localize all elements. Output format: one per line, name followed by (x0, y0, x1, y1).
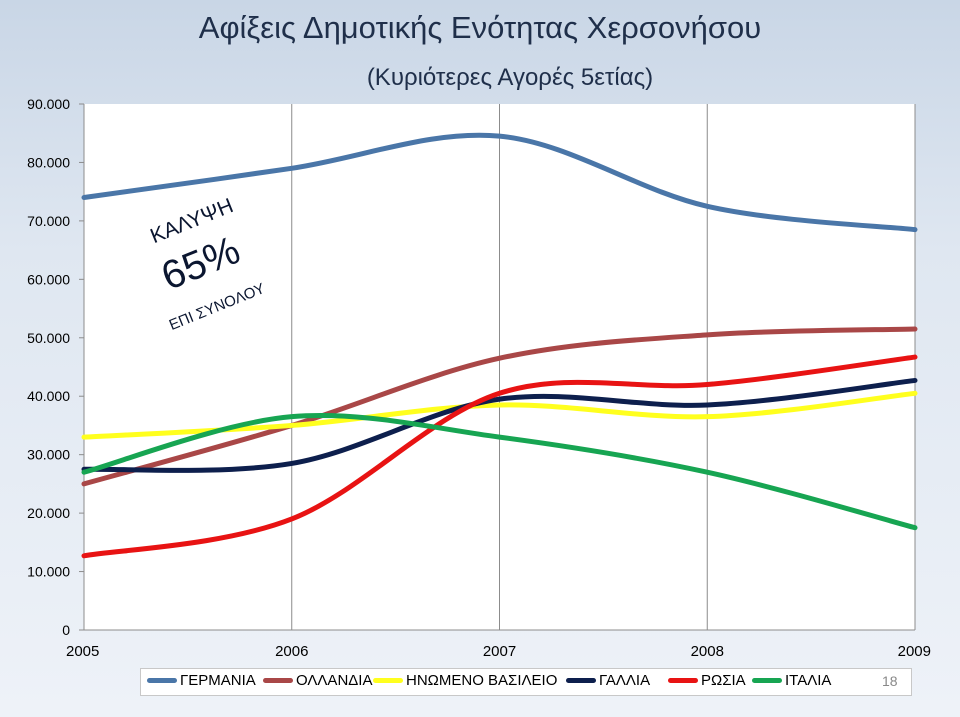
legend-item: ΡΩΣΙΑ (668, 672, 746, 689)
y-tick-label: 30.000 (27, 447, 70, 463)
y-tick-label: 20.000 (27, 505, 70, 521)
legend-label: ΡΩΣΙΑ (701, 672, 746, 689)
legend-item: ΓΑΛΛΙΑ (566, 672, 650, 689)
chart-subtitle: (Κυριότερες Αγορές 5ετίας) (366, 64, 654, 91)
y-tick-label: 40.000 (27, 388, 70, 404)
page-number: 18 (882, 673, 898, 689)
legend-label: ΓΕΡΜΑΝΙΑ (180, 672, 256, 689)
legend-label: ΗΝΩΜΕΝΟ ΒΑΣΙΛΕΙΟ (406, 672, 558, 689)
legend-item: ΟΛΛΑΝΔΙΑ (263, 672, 372, 689)
y-tick-label: 10.000 (27, 564, 70, 580)
x-tick-label: 2008 (691, 643, 724, 660)
legend-swatch (566, 678, 596, 683)
series-line (81, 377, 918, 473)
legend-label: ΟΛΛΑΝΔΙΑ (296, 672, 373, 689)
legend-item: ΓΕΡΜΑΝΙΑ (147, 672, 256, 689)
y-tick-label: 70.000 (27, 213, 70, 229)
x-tick-label: 2007 (483, 643, 516, 660)
legend-item: ΙΤΑΛΙΑ (752, 672, 831, 689)
x-tick-label: 2006 (275, 643, 308, 660)
y-tick-label: 60.000 (27, 271, 70, 287)
legend-swatch (373, 678, 403, 683)
legend-swatch (752, 678, 782, 683)
y-tick-label: 80.000 (27, 154, 70, 170)
legend-swatch (668, 678, 698, 683)
x-tick-label: 2005 (66, 643, 99, 660)
chart-title: Αφίξεις Δημοτικής Ενότητας Χερσονήσου (198, 10, 762, 45)
legend-swatch (147, 678, 177, 683)
legend-item: ΗΝΩΜΕΝΟ ΒΑΣΙΛΕΙΟ (373, 672, 557, 689)
legend-label: ΙΤΑΛΙΑ (785, 672, 832, 689)
series-line (81, 132, 918, 233)
legend-label: ΓΑΛΛΙΑ (599, 672, 651, 689)
chart-legend: ΓΕΡΜΑΝΙΑ ΟΛΛΑΝΔΙΑ ΗΝΩΜΕΝΟ ΒΑΣΙΛΕΙΟ ΓΑΛΛΙΑ ΡΩ… (140, 668, 912, 696)
series-line (81, 354, 918, 559)
y-tick-label: 90.000 (27, 96, 70, 112)
series-line (81, 412, 918, 531)
y-tick-label: 50.000 (27, 330, 70, 346)
y-tick-label: 0 (62, 622, 70, 638)
x-tick-label: 2009 (898, 643, 931, 660)
legend-swatch (263, 678, 293, 683)
series-line (81, 326, 918, 487)
